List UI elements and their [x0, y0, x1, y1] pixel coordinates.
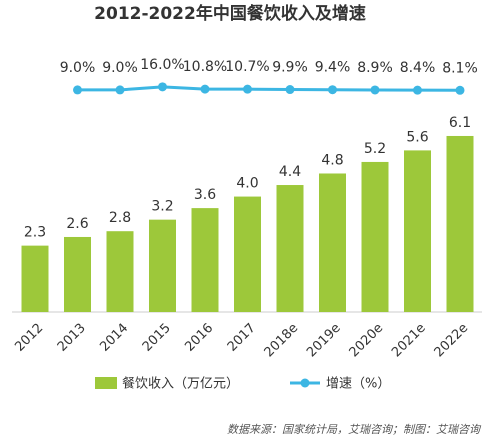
line [77, 85, 461, 92]
value-label: 9.9% [272, 60, 308, 76]
line-point [73, 85, 82, 95]
legend-label: 增速（%） [326, 377, 390, 392]
bar [64, 236, 91, 312]
value-label: 4.0 [236, 176, 258, 192]
x-tick-label: 2014 [97, 321, 131, 355]
x-tick-label: 2017 [225, 321, 259, 355]
value-label: 9.0% [102, 60, 138, 76]
value-label: 5.2 [364, 141, 386, 157]
bar [276, 185, 304, 312]
value-label: 2.8 [109, 210, 131, 226]
bar [404, 150, 431, 312]
value-label: 3.6 [194, 187, 216, 203]
line-point [413, 85, 422, 95]
value-label: 2.6 [66, 216, 88, 232]
line-point [370, 85, 380, 95]
legend-label: 餐饮收入（万亿元） [122, 376, 239, 392]
line-point [243, 84, 252, 94]
value-label: 16.0% [140, 57, 184, 73]
bar [106, 231, 134, 312]
value-label: 8.9% [357, 60, 393, 76]
x-tick-label: 2012 [12, 321, 46, 355]
bar [234, 196, 261, 312]
value-label: 10.7% [225, 59, 269, 75]
chart-title: 2012-2022年中国餐饮收入及增速 [94, 3, 366, 24]
legend-swatch [300, 378, 310, 388]
bar [319, 173, 346, 312]
value-label: 6.1 [449, 115, 471, 131]
value-label: 8.4% [400, 60, 436, 76]
line-point [115, 85, 125, 95]
x-tick-label: 2013 [55, 321, 89, 355]
line-point [158, 82, 167, 92]
line-point [285, 85, 295, 95]
line-point [200, 84, 210, 94]
value-label: 10.8% [183, 59, 227, 75]
value-label: 4.8 [321, 152, 343, 168]
value-label: 8.1% [442, 60, 478, 76]
value-label: 4.4 [279, 164, 301, 180]
x-tick-label: 2015 [140, 321, 174, 355]
bar [21, 245, 49, 312]
source: 数据来源：国家统计局，艾瑞咨询；制图：艾瑞咨询 [227, 423, 482, 436]
bar [446, 135, 474, 312]
x-tick-label: 2019e [304, 321, 344, 361]
line-point [455, 85, 465, 95]
x-tick-label: 2016 [182, 321, 216, 355]
value-label: 5.6 [406, 129, 428, 145]
legend-swatch [95, 377, 117, 389]
line-point [328, 85, 337, 95]
x-tick-label: 2020e [347, 321, 387, 361]
x-tick-label: 2021e [389, 321, 429, 361]
x-tick-label: 2022e [432, 321, 472, 361]
value-label: 2.3 [24, 225, 46, 241]
bar [191, 208, 219, 312]
value-label: 3.2 [151, 199, 173, 215]
bar [149, 219, 176, 312]
value-label: 9.0% [60, 60, 96, 76]
x-tick-label: 2018e [262, 321, 302, 361]
bar [361, 161, 389, 312]
value-label: 9.4% [315, 60, 351, 76]
